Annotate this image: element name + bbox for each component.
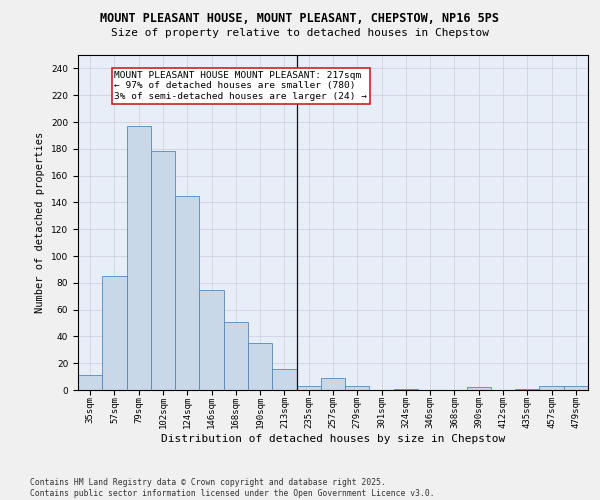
Y-axis label: Number of detached properties: Number of detached properties <box>35 132 46 313</box>
Bar <box>467 388 491 390</box>
Bar <box>539 386 564 390</box>
Bar <box>78 376 102 390</box>
Text: MOUNT PLEASANT HOUSE, MOUNT PLEASANT, CHEPSTOW, NP16 5PS: MOUNT PLEASANT HOUSE, MOUNT PLEASANT, CH… <box>101 12 499 26</box>
X-axis label: Distribution of detached houses by size in Chepstow: Distribution of detached houses by size … <box>161 434 505 444</box>
Text: Contains HM Land Registry data © Crown copyright and database right 2025.
Contai: Contains HM Land Registry data © Crown c… <box>30 478 434 498</box>
Text: Size of property relative to detached houses in Chepstow: Size of property relative to detached ho… <box>111 28 489 38</box>
Bar <box>224 322 248 390</box>
Bar <box>127 126 151 390</box>
Bar <box>248 343 272 390</box>
Bar <box>272 368 296 390</box>
Bar <box>564 386 588 390</box>
Text: MOUNT PLEASANT HOUSE MOUNT PLEASANT: 217sqm
← 97% of detached houses are smaller: MOUNT PLEASANT HOUSE MOUNT PLEASANT: 217… <box>115 71 367 101</box>
Bar <box>151 152 175 390</box>
Bar <box>296 386 321 390</box>
Bar <box>394 388 418 390</box>
Bar <box>345 386 370 390</box>
Bar <box>199 290 224 390</box>
Bar <box>515 388 539 390</box>
Bar <box>175 196 199 390</box>
Bar <box>321 378 345 390</box>
Bar <box>102 276 127 390</box>
